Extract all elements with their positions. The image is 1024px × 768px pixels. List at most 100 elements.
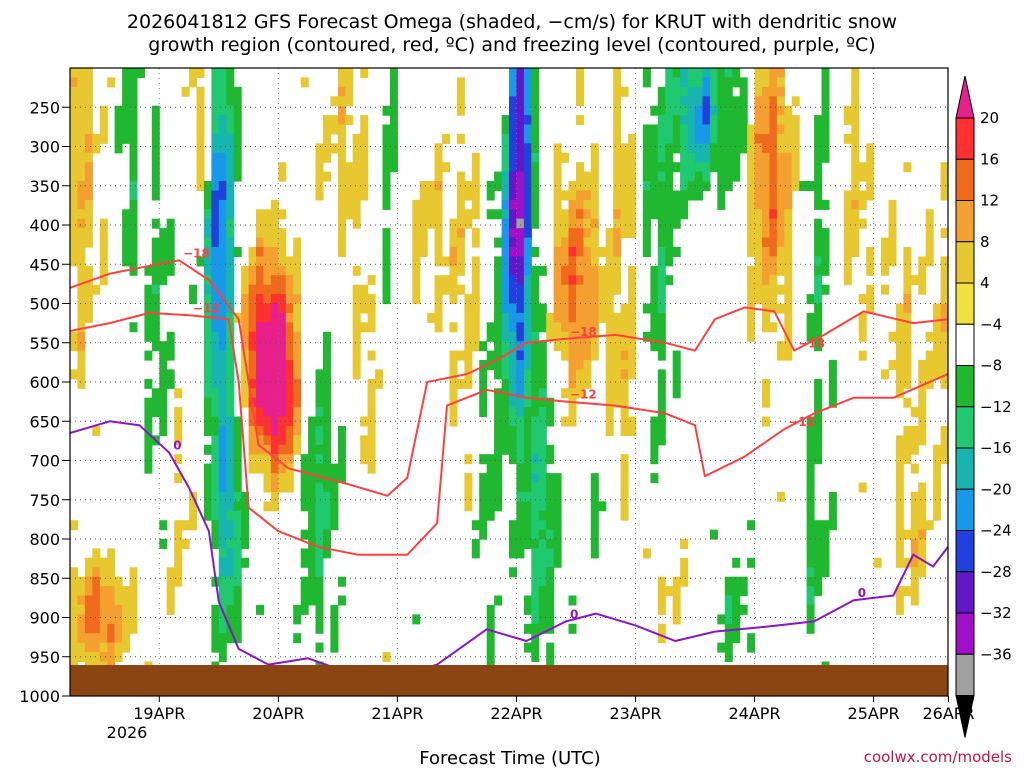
omega-cell (129, 265, 138, 276)
omega-cell (702, 124, 711, 135)
omega-cell (576, 256, 584, 267)
omega-cell (345, 190, 354, 201)
credit-text[interactable]: coolwx.com/models (864, 748, 1012, 766)
omega-cell (523, 124, 532, 135)
omega-cell (159, 539, 168, 549)
omega-cell (791, 124, 800, 135)
omega-cell (352, 350, 361, 361)
omega-cell (605, 322, 614, 333)
omega-cell (605, 378, 614, 389)
omega-cell (568, 284, 577, 295)
omega-cell (523, 265, 532, 276)
omega-cell (315, 171, 324, 182)
omega-cell (122, 256, 131, 267)
omega-cell (434, 190, 443, 201)
omega-cell (77, 331, 86, 342)
omega-cell (709, 133, 718, 144)
omega-cell (456, 96, 465, 107)
omega-cell (315, 586, 324, 597)
omega-cell (278, 397, 287, 408)
omega-cell (642, 162, 651, 173)
omega-cell (523, 86, 532, 97)
omega-cell (77, 256, 86, 267)
omega-cell (657, 378, 666, 389)
omega-cell (814, 520, 823, 531)
omega-cell (650, 284, 659, 295)
omega-cell (84, 633, 93, 644)
omega-cell (650, 190, 659, 201)
omega-cell (754, 133, 763, 144)
omega-cell (724, 623, 733, 634)
omega-cell (256, 322, 264, 333)
omega-cell (174, 454, 183, 465)
omega-cell (352, 312, 361, 323)
omega-cell (352, 152, 361, 163)
omega-cell (531, 162, 540, 173)
omega-cell (650, 133, 659, 144)
omega-cell (412, 614, 421, 625)
omega-cell (471, 303, 480, 314)
omega-cell (151, 256, 160, 267)
omega-cell (583, 275, 592, 286)
omega-cell (218, 162, 227, 173)
omega-cell (828, 388, 837, 399)
omega-cell (784, 341, 793, 352)
omega-cell (389, 86, 398, 97)
omega-cell (330, 510, 339, 521)
omega-cell (776, 350, 785, 361)
omega-cell (776, 133, 785, 144)
omega-cell (456, 256, 465, 267)
omega-cell (77, 162, 86, 173)
omega-cell (769, 284, 778, 295)
omega-cell (665, 181, 674, 191)
omega-cell (151, 388, 160, 399)
omega-cell (337, 199, 346, 210)
omega-cell (278, 322, 287, 333)
omega-cell (814, 133, 823, 144)
omega-cell (323, 124, 331, 135)
omega-cell (516, 482, 525, 493)
y-tick-label: 450 (29, 255, 60, 274)
omega-cell (300, 576, 309, 587)
omega-cell (888, 228, 897, 239)
omega-cell (449, 322, 458, 333)
omega-cell (92, 548, 101, 559)
omega-cell (516, 454, 525, 465)
omega-cell (568, 218, 577, 229)
omega-cell (92, 614, 101, 625)
omega-cell (494, 256, 503, 267)
omega-cell (620, 350, 629, 361)
omega-cell (226, 133, 235, 144)
omega-cell (494, 322, 503, 333)
omega-cell (568, 312, 577, 323)
omega-cell (479, 454, 488, 465)
omega-cell (762, 397, 770, 408)
y-tick-label: 900 (29, 609, 60, 628)
omega-cell (762, 171, 770, 182)
omega-cell (456, 218, 465, 229)
omega-cell (99, 237, 108, 248)
omega-cell (814, 435, 823, 446)
omega-cell (895, 435, 904, 446)
omega-cell (888, 247, 897, 257)
omega-cell (263, 435, 272, 446)
omega-cell (77, 124, 86, 135)
omega-cell (531, 124, 540, 135)
omega-cell (613, 237, 622, 248)
omega-cell (613, 86, 622, 97)
omega-cell (657, 209, 666, 220)
omega-cell (84, 237, 93, 248)
omega-cell (278, 303, 287, 314)
omega-cell (851, 143, 860, 154)
omega-cell (672, 96, 681, 107)
omega-cell (613, 105, 622, 116)
omega-cell (330, 623, 339, 634)
omega-cell (479, 510, 488, 521)
omega-cell (196, 162, 205, 173)
omega-cell (248, 256, 257, 267)
omega-cell (523, 426, 532, 436)
omega-cell (553, 322, 562, 333)
omega-cell (494, 171, 503, 182)
omega-cell (590, 265, 599, 276)
omega-cell (129, 228, 138, 239)
